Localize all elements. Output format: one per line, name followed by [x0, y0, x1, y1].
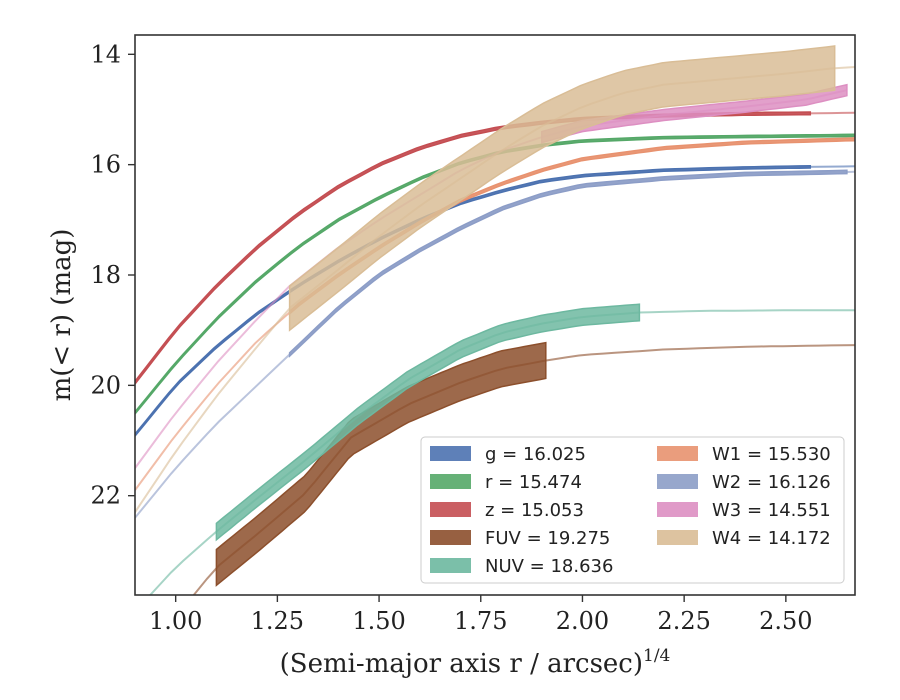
legend-box [420, 436, 845, 584]
legend-swatch-g [430, 446, 471, 461]
legend-swatch-w3 [657, 502, 698, 517]
y-axis-label: m(< r) (mag) [47, 229, 77, 402]
legend-label-w3: W3 = 14.551 [712, 500, 831, 521]
y-tick-label: 14 [90, 40, 121, 68]
legend-swatch-r [430, 474, 471, 489]
y-axis: 14 16 18 20 22 [90, 40, 135, 510]
x-axis: 1.00 1.25 1.50 1.75 2.00 2.25 2.50 [149, 595, 813, 635]
legend-label-w2: W2 = 16.126 [712, 472, 831, 493]
x-axis-label-superscript: 1/4 [643, 646, 670, 666]
legend-swatch-z [430, 502, 471, 517]
legend-swatch-w2 [657, 474, 698, 489]
legend-label-w1: W1 = 15.530 [712, 444, 831, 465]
x-tick-label: 2.50 [759, 607, 812, 635]
legend: g = 16.025 r = 15.474 z = 15.053 FUV = 19.2… [420, 436, 845, 584]
legend-swatch-fuv [430, 530, 471, 545]
legend-label-g: g = 16.025 [485, 444, 586, 465]
series-w1-band [288, 137, 855, 316]
legend-label-fuv: FUV = 19.275 [485, 528, 610, 549]
series-w4-band [288, 45, 836, 332]
x-tick-label: 1.50 [352, 607, 405, 635]
legend-label-w4: W4 = 14.172 [712, 528, 831, 549]
series-nuv-band [215, 303, 641, 542]
series-w2-band [288, 169, 848, 358]
legend-label-r: r = 15.474 [485, 472, 582, 493]
legend-swatch-w4 [657, 530, 698, 545]
x-tick-label: 1.00 [149, 607, 202, 635]
plot-frame [134, 34, 856, 596]
legend-label-nuv: NUV = 18.636 [485, 556, 613, 577]
x-tick-label: 1.25 [251, 607, 304, 635]
x-axis-label-text: (Semi-major axis r / arcsec) [280, 649, 643, 679]
series-z-band [135, 111, 812, 386]
series-r-band [135, 133, 855, 416]
x-tick-label: 1.75 [454, 607, 507, 635]
legend-swatch-nuv [430, 558, 471, 573]
y-tick-label: 22 [90, 482, 121, 510]
x-tick-label: 2.00 [556, 607, 609, 635]
y-tick-label: 20 [90, 371, 121, 399]
legend-swatch-w1 [657, 446, 698, 461]
x-axis-label: (Semi-major axis r / arcsec)1/4 [280, 646, 671, 679]
y-tick-label: 18 [90, 261, 121, 289]
series-w3-band [541, 83, 848, 144]
legend-label-z: z = 15.053 [485, 500, 584, 521]
x-tick-label: 2.25 [657, 607, 710, 635]
plot-area [135, 45, 855, 595]
y-tick-label: 16 [90, 151, 121, 179]
